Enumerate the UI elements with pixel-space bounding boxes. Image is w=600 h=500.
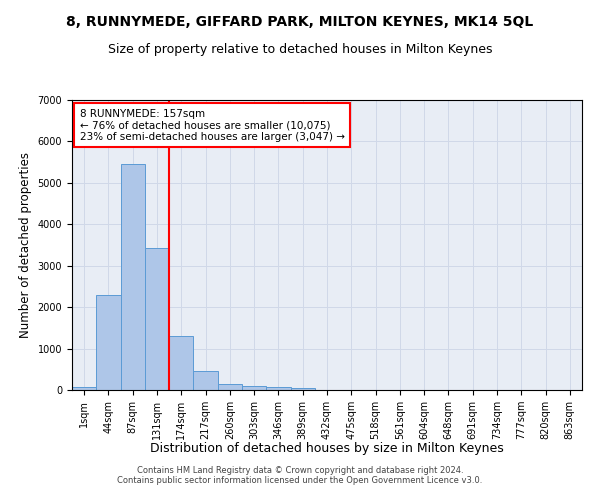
Text: Size of property relative to detached houses in Milton Keynes: Size of property relative to detached ho…	[108, 42, 492, 56]
Bar	[266, 388, 290, 390]
Text: Contains HM Land Registry data © Crown copyright and database right 2024.
Contai: Contains HM Land Registry data © Crown c…	[118, 466, 482, 485]
Bar	[290, 388, 315, 390]
Text: 8, RUNNYMEDE, GIFFARD PARK, MILTON KEYNES, MK14 5QL: 8, RUNNYMEDE, GIFFARD PARK, MILTON KEYNE…	[67, 15, 533, 29]
X-axis label: Distribution of detached houses by size in Milton Keynes: Distribution of detached houses by size …	[150, 442, 504, 455]
Bar	[96, 294, 121, 390]
Bar	[72, 387, 96, 390]
Bar	[218, 384, 242, 390]
Bar	[193, 370, 218, 390]
Bar	[242, 386, 266, 390]
Text: 8 RUNNYMEDE: 157sqm
← 76% of detached houses are smaller (10,075)
23% of semi-de: 8 RUNNYMEDE: 157sqm ← 76% of detached ho…	[80, 108, 344, 142]
Bar	[145, 248, 169, 390]
Bar	[169, 336, 193, 390]
Bar	[121, 164, 145, 390]
Y-axis label: Number of detached properties: Number of detached properties	[19, 152, 32, 338]
